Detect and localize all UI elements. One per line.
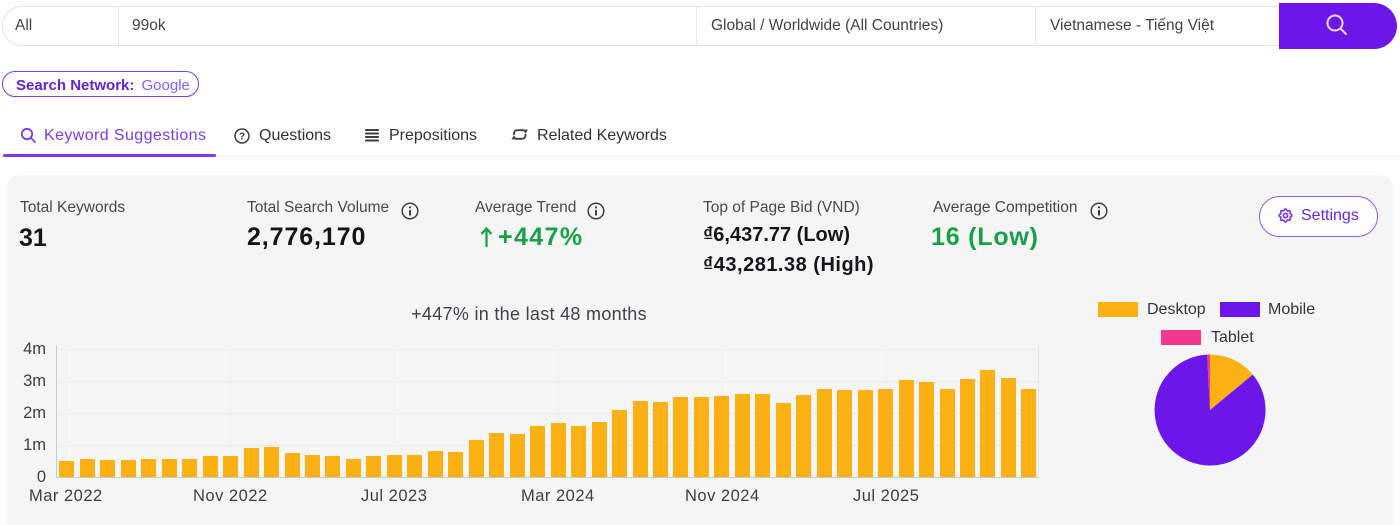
- svg-text:?: ?: [239, 130, 245, 142]
